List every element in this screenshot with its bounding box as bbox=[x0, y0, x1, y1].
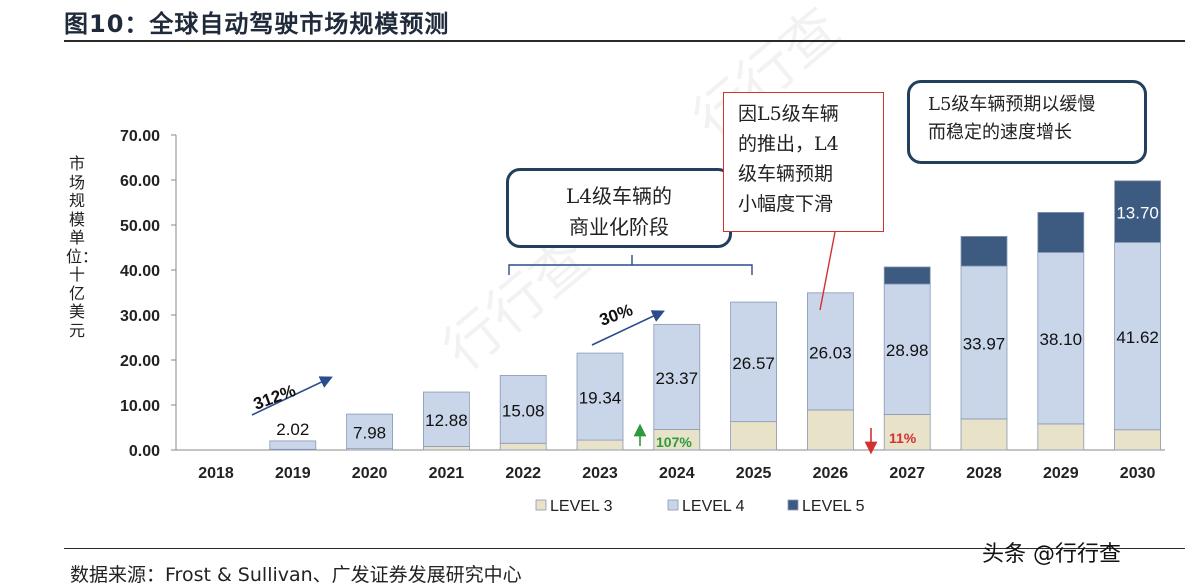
bar-segment-level-3 bbox=[576, 439, 624, 451]
callout-line: 商业化阶段 bbox=[569, 215, 669, 239]
x-tick-label: 2018 bbox=[198, 465, 234, 482]
y-tick-label: 30.00 bbox=[120, 308, 160, 325]
bar-segment-level-4 bbox=[653, 323, 701, 430]
level3-growth-label: 107% bbox=[656, 434, 692, 450]
bar-segment-level-4 bbox=[269, 440, 317, 450]
bar-value-label: 26.57 bbox=[732, 354, 775, 373]
bar-segment-level-4 bbox=[1037, 252, 1085, 425]
bottom-divider bbox=[64, 548, 1185, 549]
growth-arrow bbox=[251, 376, 333, 416]
bar-value-label: 33.97 bbox=[963, 335, 1006, 354]
bar-value-label: 23.37 bbox=[656, 369, 699, 388]
callout-line: 的推出，L4 bbox=[738, 133, 839, 155]
x-tick-label: 2024 bbox=[659, 465, 695, 482]
y-tick-label: 40.00 bbox=[120, 263, 160, 280]
bar-value-label: 26.03 bbox=[809, 343, 852, 362]
y-tick-label: 70.00 bbox=[120, 128, 160, 145]
x-tick-label: 2026 bbox=[813, 465, 849, 482]
level3-decline-label: 11% bbox=[889, 430, 917, 446]
bar-value-label: 38.10 bbox=[1040, 330, 1083, 349]
bar-value-label: 7.98 bbox=[353, 423, 386, 442]
bar-segment-level-4 bbox=[346, 413, 394, 450]
bar-segment-level-4 bbox=[883, 283, 931, 415]
bar-segment-level-3 bbox=[1037, 423, 1085, 451]
bar-value-label: 28.98 bbox=[886, 341, 929, 360]
bar-segment-level-4 bbox=[807, 292, 854, 411]
bar-segment-level-4 bbox=[499, 374, 547, 444]
callout-l4-decline: 因L5级车辆 的推出，L4 级车辆预期 小幅度下滑 bbox=[723, 92, 884, 232]
bar-value-label: 15.08 bbox=[502, 401, 545, 420]
callout-pointer bbox=[819, 231, 836, 311]
callout-line: L5级车辆预期以缓慢 bbox=[928, 94, 1096, 115]
bar-segment-level-3 bbox=[730, 421, 777, 451]
callout-line: 级车辆预期 bbox=[738, 163, 834, 185]
callout-line: 因L5级车辆 bbox=[738, 103, 839, 125]
x-tick-label: 2020 bbox=[352, 465, 388, 482]
bar-value-label: 2.02 bbox=[276, 420, 309, 439]
callout-line: L4级车辆的 bbox=[565, 184, 672, 208]
l4-stage-bracket bbox=[508, 255, 753, 275]
legend-swatch bbox=[535, 499, 547, 511]
bar-segment-level-5 bbox=[960, 235, 1008, 267]
x-tick-label: 2025 bbox=[736, 465, 772, 482]
bar-segment-level-3 bbox=[499, 442, 547, 451]
y-axis-label: 市场规模 单位：十亿美元 bbox=[66, 154, 99, 340]
bar-chart: 0.00 10.00 20.00 30.00 40.00 50.00 60.00 70.00 2… bbox=[120, 128, 1165, 515]
bar-segment-level-4 bbox=[960, 265, 1008, 420]
legend-label: LEVEL 4 bbox=[682, 498, 745, 515]
growth-label-30: 30% bbox=[597, 300, 635, 329]
x-tick-label: 2023 bbox=[582, 465, 618, 482]
callout-line: 而稳定的速度增长 bbox=[928, 122, 1072, 143]
bar-segment-level-4 bbox=[730, 301, 777, 423]
callout-line: 小幅度下滑 bbox=[738, 193, 834, 215]
bar-segment-level-3 bbox=[807, 409, 854, 451]
bar-segment-level-3 bbox=[422, 445, 470, 451]
bar-segment-level-4 bbox=[576, 352, 624, 441]
x-tick-label: 2022 bbox=[505, 465, 541, 482]
y-tick-label: 0.00 bbox=[129, 443, 160, 460]
x-tick-label: 2028 bbox=[966, 465, 1002, 482]
bar-segment-level-3 bbox=[1114, 429, 1161, 451]
legend-swatch bbox=[787, 499, 799, 511]
growth-label-312: 312% bbox=[251, 381, 298, 414]
legend-label: LEVEL 3 bbox=[550, 498, 613, 515]
bar-value-label: 41.62 bbox=[1116, 328, 1159, 347]
bar-segment-level-3 bbox=[960, 418, 1008, 451]
x-tick-label: 2019 bbox=[275, 465, 311, 482]
y-tick-label: 10.00 bbox=[120, 398, 160, 415]
legend-label: LEVEL 5 bbox=[802, 498, 865, 515]
bar-segment-level-5 bbox=[883, 266, 931, 285]
bar-segment-level-4 bbox=[422, 391, 470, 447]
x-tick-label: 2027 bbox=[889, 465, 925, 482]
callout-l5-growth: L5级车辆预期以缓慢 而稳定的速度增长 bbox=[907, 80, 1147, 164]
legend-swatch bbox=[667, 499, 679, 511]
y-tick-label: 50.00 bbox=[120, 218, 160, 235]
y-tick-label: 20.00 bbox=[120, 353, 160, 370]
bar-value-label-level5: 13.70 bbox=[1116, 204, 1159, 223]
figure-title: 图10：全球自动驾驶市场规模预测 bbox=[64, 10, 450, 38]
bar-value-label: 12.88 bbox=[425, 411, 468, 430]
growth-arrow bbox=[591, 310, 665, 346]
brand-watermark: 头条 @行行查 bbox=[982, 542, 1121, 567]
top-divider bbox=[64, 40, 1185, 42]
x-tick-label: 2030 bbox=[1120, 465, 1156, 482]
callout-l4-stage: L4级车辆的 商业化阶段 bbox=[506, 168, 732, 248]
source-note: 数据来源：Frost & Sullivan、广发证券发展研究中心 bbox=[70, 564, 522, 586]
x-tick-label: 2029 bbox=[1043, 465, 1079, 482]
x-tick-label: 2021 bbox=[429, 465, 465, 482]
bar-segment-level-5 bbox=[1037, 211, 1085, 253]
bar-segment-level-5 bbox=[1114, 180, 1161, 243]
y-tick-label: 60.00 bbox=[120, 173, 160, 190]
bar-value-label: 19.34 bbox=[579, 389, 622, 408]
